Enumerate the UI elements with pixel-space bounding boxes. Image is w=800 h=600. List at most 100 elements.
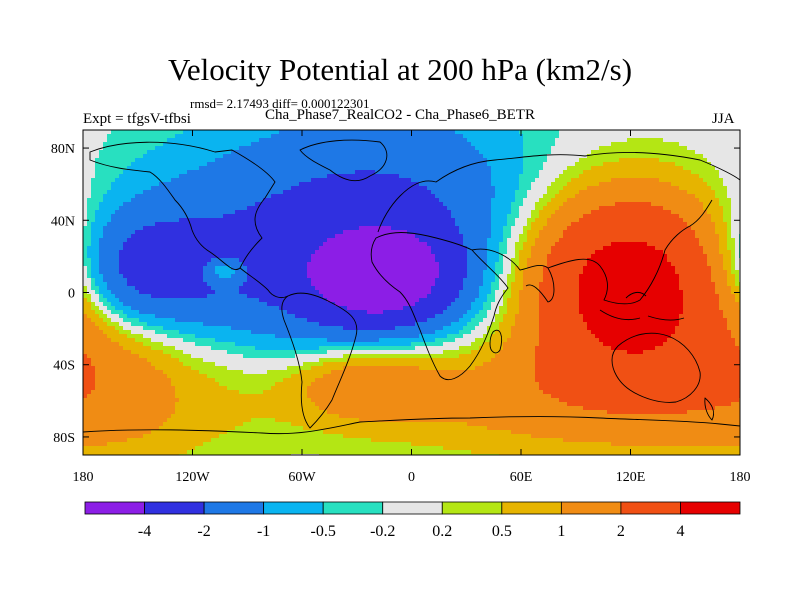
field-cell — [259, 194, 264, 199]
field-cell — [655, 178, 660, 183]
field-cell — [171, 154, 176, 159]
field-cell — [611, 170, 616, 175]
field-cell — [663, 234, 668, 239]
field-cell — [195, 198, 200, 203]
field-cell — [143, 198, 148, 203]
field-cell — [491, 206, 496, 211]
field-cell — [535, 210, 540, 215]
field-cell — [451, 182, 456, 187]
field-cell — [635, 134, 640, 139]
field-cell — [663, 146, 668, 151]
field-cell — [179, 194, 184, 199]
field-cell — [243, 250, 248, 255]
field-cell — [215, 162, 220, 167]
field-cell — [635, 230, 640, 235]
field-cell — [151, 182, 156, 187]
field-cell — [463, 170, 468, 175]
field-cell — [387, 218, 392, 223]
field-cell — [95, 146, 100, 151]
field-cell — [459, 190, 464, 195]
field-cell — [319, 142, 324, 147]
field-cell — [627, 162, 632, 167]
field-cell — [559, 242, 564, 247]
field-cell — [195, 242, 200, 247]
field-cell — [235, 194, 240, 199]
field-cell — [395, 150, 400, 155]
field-cell — [91, 210, 96, 215]
field-cell — [243, 138, 248, 143]
field-cell — [111, 130, 116, 135]
field-cell — [243, 186, 248, 191]
field-cell — [495, 214, 500, 219]
field-cell — [727, 238, 732, 243]
field-cell — [683, 158, 688, 163]
field-cell — [251, 202, 256, 207]
field-cell — [455, 214, 460, 219]
field-cell — [431, 130, 436, 135]
field-cell — [435, 242, 440, 247]
field-cell — [431, 234, 436, 239]
field-cell — [131, 138, 136, 143]
field-cell — [651, 206, 656, 211]
field-cell — [639, 134, 644, 139]
field-cell — [191, 182, 196, 187]
field-cell — [539, 222, 544, 227]
field-cell — [471, 154, 476, 159]
field-cell — [463, 166, 468, 171]
field-cell — [167, 158, 172, 163]
field-cell — [335, 202, 340, 207]
field-cell — [451, 158, 456, 163]
field-cell — [175, 166, 180, 171]
field-cell — [91, 202, 96, 207]
field-cell — [611, 234, 616, 239]
field-cell — [239, 234, 244, 239]
field-cell — [95, 250, 100, 255]
field-cell — [207, 214, 212, 219]
field-cell — [483, 222, 488, 227]
field-cell — [615, 162, 620, 167]
field-cell — [367, 206, 372, 211]
field-cell — [435, 210, 440, 215]
field-cell — [627, 210, 632, 215]
field-cell — [567, 238, 572, 243]
field-cell — [223, 186, 228, 191]
field-cell — [619, 242, 624, 247]
field-cell — [535, 178, 540, 183]
field-cell — [319, 234, 324, 239]
field-cell — [183, 190, 188, 195]
field-cell — [479, 142, 484, 147]
field-cell — [455, 194, 460, 199]
field-cell — [703, 222, 708, 227]
field-cell — [103, 234, 108, 239]
field-cell — [327, 134, 332, 139]
field-cell — [619, 190, 624, 195]
field-cell — [467, 166, 472, 171]
field-cell — [95, 182, 100, 187]
field-cell — [247, 202, 252, 207]
field-cell — [567, 186, 572, 191]
field-cell — [587, 226, 592, 231]
field-cell — [567, 202, 572, 207]
field-cell — [299, 194, 304, 199]
field-cell — [483, 226, 488, 231]
field-cell — [111, 222, 116, 227]
field-cell — [375, 194, 380, 199]
field-cell — [435, 162, 440, 167]
field-cell — [319, 202, 324, 207]
field-cell — [487, 222, 492, 227]
field-cell — [195, 154, 200, 159]
field-cell — [527, 130, 532, 135]
field-cell — [591, 194, 596, 199]
field-cell — [111, 226, 116, 231]
field-cell — [687, 134, 692, 139]
field-cell — [399, 182, 404, 187]
field-cell — [459, 150, 464, 155]
field-cell — [719, 202, 724, 207]
field-cell — [631, 134, 636, 139]
field-cell — [663, 230, 668, 235]
field-cell — [367, 142, 372, 147]
field-cell — [395, 142, 400, 147]
field-cell — [439, 154, 444, 159]
field-cell — [479, 154, 484, 159]
field-cell — [91, 138, 96, 143]
